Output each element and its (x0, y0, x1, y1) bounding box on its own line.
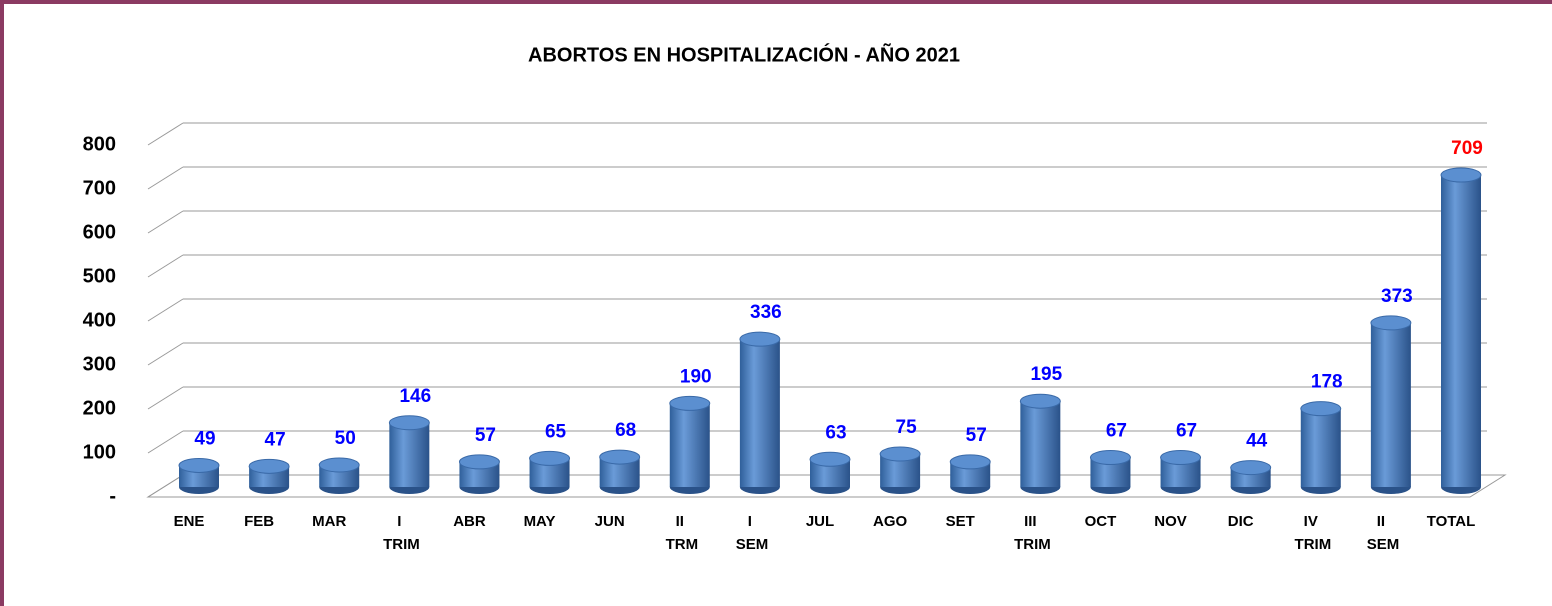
grid-edge (147, 386, 184, 410)
y-tick-label: 700 (83, 177, 116, 199)
value-label: 65 (545, 421, 567, 442)
grid-edge (147, 122, 184, 146)
x-tick-label: I TRIM (379, 513, 420, 553)
x-tick-label: II TRM (661, 513, 698, 553)
bar-top (529, 450, 571, 466)
value-label: 50 (335, 428, 356, 449)
y-tick-label: 100 (83, 441, 116, 463)
value-label: 67 (1176, 421, 1197, 442)
bar-top (1019, 393, 1061, 409)
x-tick-label: ABR (453, 513, 486, 530)
y-tick-label: 500 (83, 265, 116, 287)
bar (669, 403, 710, 487)
bar (1020, 401, 1061, 487)
y-tick-label: - (109, 485, 116, 507)
bar-top (178, 457, 220, 473)
bar-top (318, 457, 360, 473)
bar-top (248, 458, 290, 474)
x-tick-label: II SEM (1363, 513, 1400, 553)
x-tick-label: I SEM (732, 513, 769, 553)
x-tick-label: SET (946, 513, 975, 530)
bar-top (1230, 460, 1272, 476)
y-tick-label: 400 (83, 309, 116, 331)
bar-top (1370, 315, 1412, 331)
bar-top (1300, 401, 1342, 417)
x-tick-label: ENE (174, 513, 205, 530)
bar (1441, 175, 1481, 488)
grid-edge (147, 166, 184, 190)
grid-edge (147, 474, 184, 498)
bar-top (458, 454, 500, 470)
bar-top (809, 451, 851, 467)
x-tick-label: DIC (1228, 513, 1254, 530)
x-tick-label: MAY (524, 513, 556, 530)
x-tick-label: III TRIM (1010, 513, 1051, 553)
bar (1370, 322, 1411, 487)
value-label: 709 (1451, 138, 1483, 159)
bar-top (739, 331, 781, 347)
value-label: 68 (615, 420, 636, 441)
grid-edge (147, 210, 184, 234)
bar (389, 422, 430, 487)
value-label: 49 (194, 428, 215, 449)
value-label: 67 (1106, 421, 1127, 442)
x-tick-label: TOTAL (1427, 513, 1476, 530)
grid-edge (147, 298, 184, 322)
chart-title: ABORTOS EN HOSPITALIZACIÓN - AÑO 2021 (528, 42, 960, 66)
bar-top (1440, 167, 1482, 183)
grid-edge (147, 342, 184, 366)
value-label: 63 (825, 422, 846, 443)
x-tick-label: JUN (595, 513, 625, 530)
bar-top (879, 446, 921, 462)
bar-top (388, 415, 430, 431)
y-tick-label: 300 (83, 353, 116, 375)
value-label: 190 (680, 366, 712, 387)
x-tick-label: AGO (873, 513, 908, 530)
x-tick-label: IV TRIM (1290, 513, 1331, 553)
bar-top (1089, 450, 1131, 466)
y-tick-label: 600 (83, 221, 116, 243)
value-label: 336 (750, 302, 782, 323)
y-tick-label: 800 (83, 133, 116, 155)
grid-edge (147, 430, 184, 454)
x-tick-label: FEB (244, 513, 274, 530)
bar-top (1160, 450, 1202, 466)
bar (739, 339, 780, 487)
value-label: 44 (1246, 431, 1268, 452)
grid-edge (147, 254, 184, 278)
value-label: 373 (1381, 286, 1413, 307)
bar-top (669, 395, 711, 411)
x-tick-label: MAR (312, 513, 346, 530)
bar-top (599, 449, 641, 465)
bar-top (949, 454, 991, 470)
bar (1300, 408, 1341, 487)
value-label: 195 (1030, 364, 1062, 385)
x-tick-label: JUL (806, 513, 834, 530)
y-tick-label: 200 (83, 397, 116, 419)
x-tick-label: NOV (1154, 513, 1187, 530)
value-label: 57 (966, 425, 987, 446)
x-tick-label: OCT (1085, 513, 1117, 530)
value-label: 178 (1311, 372, 1343, 393)
value-label: 47 (265, 429, 286, 450)
value-label: 57 (475, 425, 496, 446)
value-label: 146 (399, 386, 431, 407)
value-label: 75 (896, 417, 918, 438)
